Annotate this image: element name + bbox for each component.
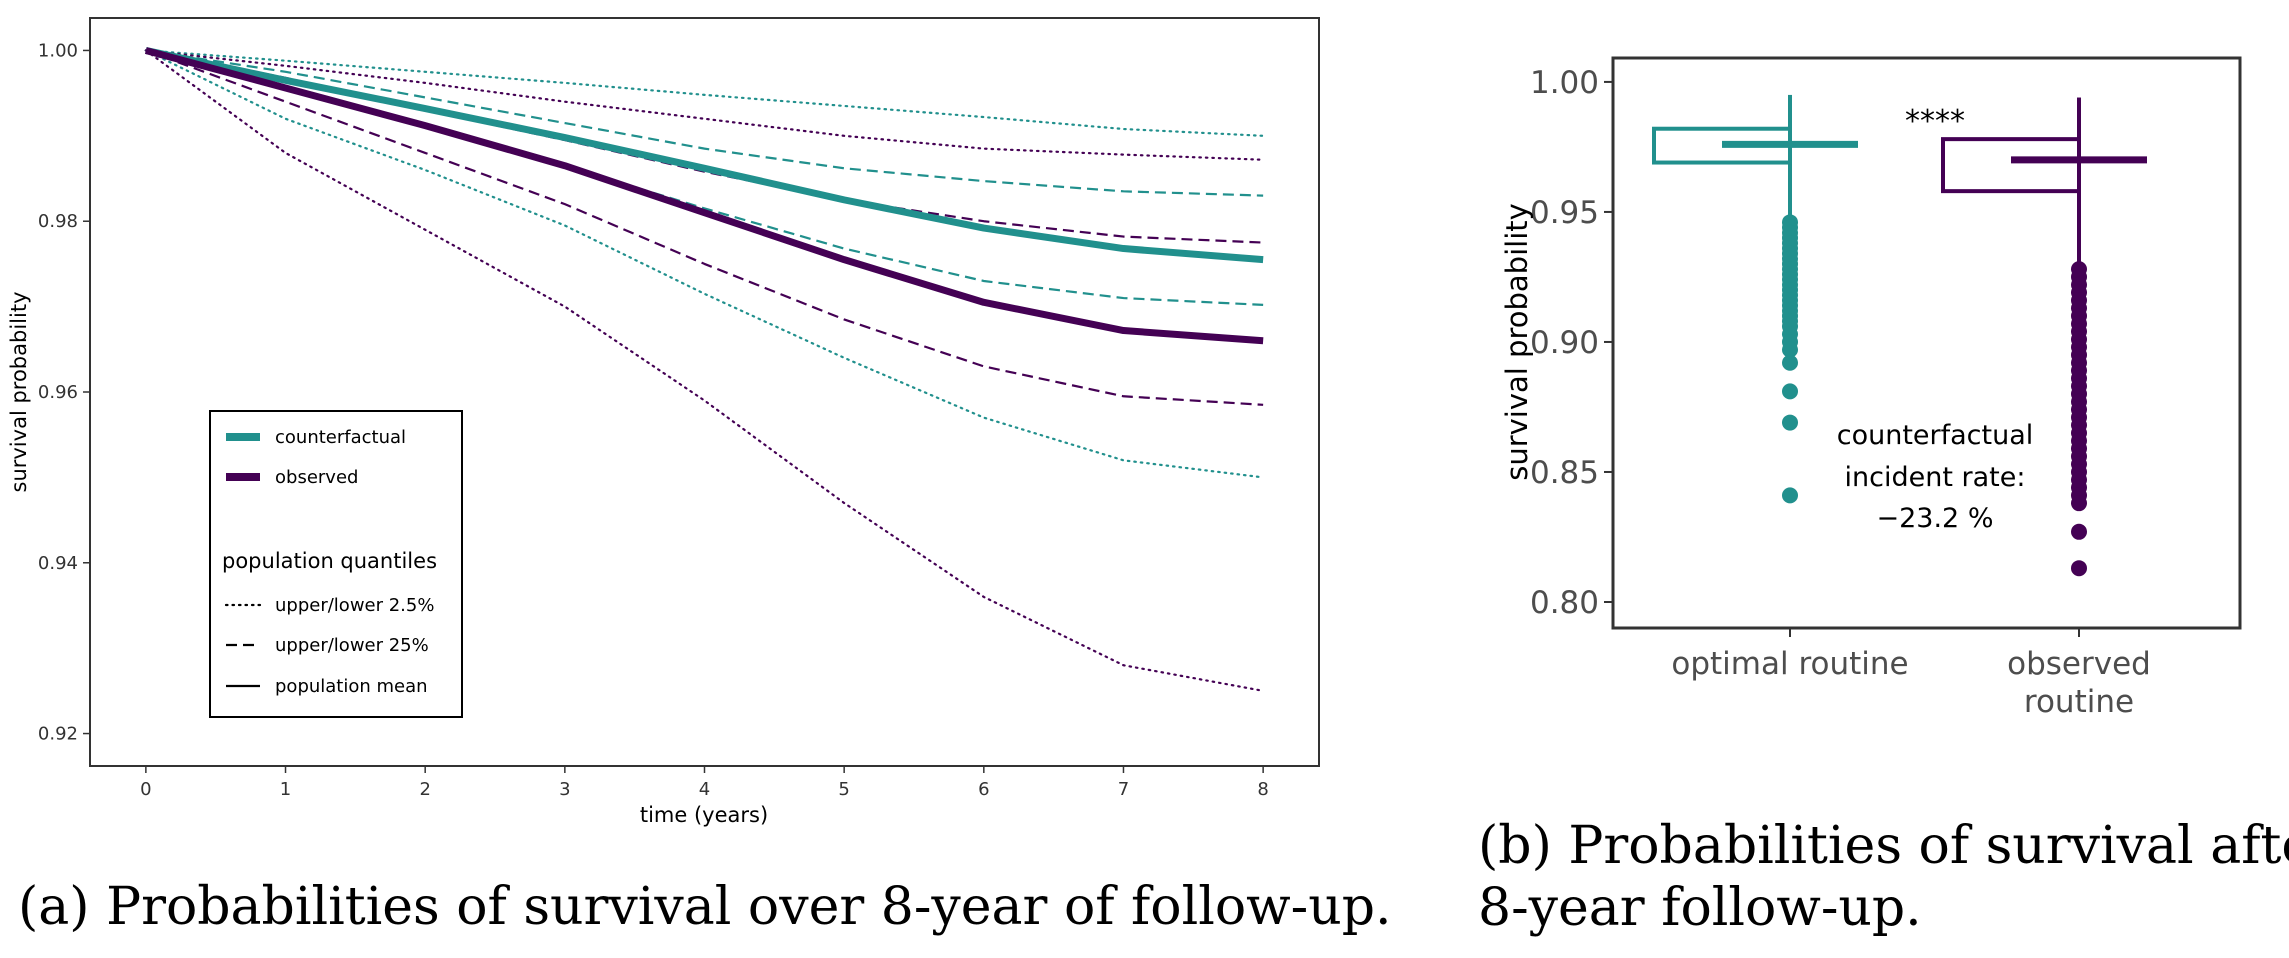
panel-a-frame (89, 17, 1320, 767)
y-tick-label: 0.96 (38, 382, 78, 403)
x-tick-label: 5 (838, 779, 849, 800)
box-group-optimal (1652, 94, 1858, 504)
outlier-point (2071, 495, 2087, 512)
annotation-line-1: counterfactual (1837, 420, 2034, 451)
y-tick-label: 0.98 (38, 211, 78, 232)
x-tick-label: 3 (559, 779, 570, 800)
panel-a-line-chart: 0 1 2 3 4 5 6 7 8 0.92 0.94 0.96 0.98 1.00 time (year… (7, 17, 1392, 937)
y-tick-label-b: 0.85 (1530, 455, 1599, 491)
x-tick-label-b: optimal routine (1671, 646, 1908, 682)
outlier-point (2071, 560, 2087, 577)
legend: counterfactual observed population quant… (209, 410, 463, 718)
y-tick-label: 0.92 (38, 724, 78, 745)
series-line-observed-upper-2-5 (144, 49, 1265, 161)
y-tick-label-b: 0.90 (1530, 325, 1599, 361)
outlier-point (1782, 341, 1798, 358)
series-line-counterfactual-mean (145, 47, 1264, 264)
x-tick-label: 4 (699, 779, 710, 800)
outlier-point (1782, 354, 1798, 371)
y-axis-title-b: survival probability (1500, 203, 1534, 481)
x-tick-label-b: routine (2024, 684, 2134, 720)
series-line-counterfactual-lower-2-5 (144, 49, 1265, 479)
series-line-counterfactual-upper-2-5 (144, 49, 1265, 137)
y-tick-label-b: 0.80 (1530, 585, 1599, 621)
legend-label-observed: observed (275, 467, 358, 488)
series-line-observed-mean (144, 47, 1264, 345)
caption-b-line-2: 8-year follow-up. (1478, 878, 1922, 938)
x-tick-label: 8 (1257, 779, 1268, 800)
series-line-observed-lower-25 (145, 49, 1264, 406)
series-line-observed-lower-2-5 (144, 49, 1265, 692)
y-tick-label: 1.00 (38, 40, 78, 61)
panel-b-box-plot: 0.80 0.85 0.90 0.95 1.00 optimal routine obser… (1478, 56, 2289, 938)
caption-b-line-1: (b) Probabilities of survival after (1478, 816, 2289, 876)
outlier-point (1782, 414, 1798, 431)
y-tick-label: 0.94 (38, 553, 78, 574)
y-axis-title: survival probability (7, 292, 31, 493)
x-tick-label-b: observed (2007, 646, 2151, 682)
legend-label-dotted: upper/lower 2.5% (275, 595, 434, 616)
annotation-line-3: −23.2 % (1877, 503, 1994, 534)
x-axis-title: time (years) (640, 803, 768, 827)
annotation-line-2: incident rate: (1845, 462, 2026, 493)
x-tick-label: 1 (280, 779, 291, 800)
y-tick-label-b: 1.00 (1530, 65, 1599, 101)
outlier-point (2071, 523, 2087, 540)
x-tick-label: 6 (978, 779, 989, 800)
caption-a: (a) Probabilities of survival over 8-yea… (18, 877, 1392, 937)
panel-b-frame (1611, 56, 2242, 630)
legend-quantiles-title: population quantiles (222, 549, 437, 573)
legend-label-solid: population mean (275, 676, 428, 697)
x-tick-label: 7 (1118, 779, 1129, 800)
significance-marker: **** (1905, 104, 1965, 139)
legend-box (209, 410, 463, 718)
series-line-counterfactual-upper-25 (145, 49, 1264, 197)
outlier-point (1782, 487, 1798, 504)
outlier-point (1782, 383, 1798, 400)
legend-label-counterfactual: counterfactual (275, 427, 406, 448)
box-iqr (1941, 137, 2081, 194)
box-group-observed (1941, 97, 2147, 577)
legend-label-dashed: upper/lower 25% (275, 635, 429, 656)
x-tick-label: 2 (419, 779, 430, 800)
y-tick-label-b: 0.95 (1530, 195, 1599, 231)
x-tick-label: 0 (140, 779, 151, 800)
